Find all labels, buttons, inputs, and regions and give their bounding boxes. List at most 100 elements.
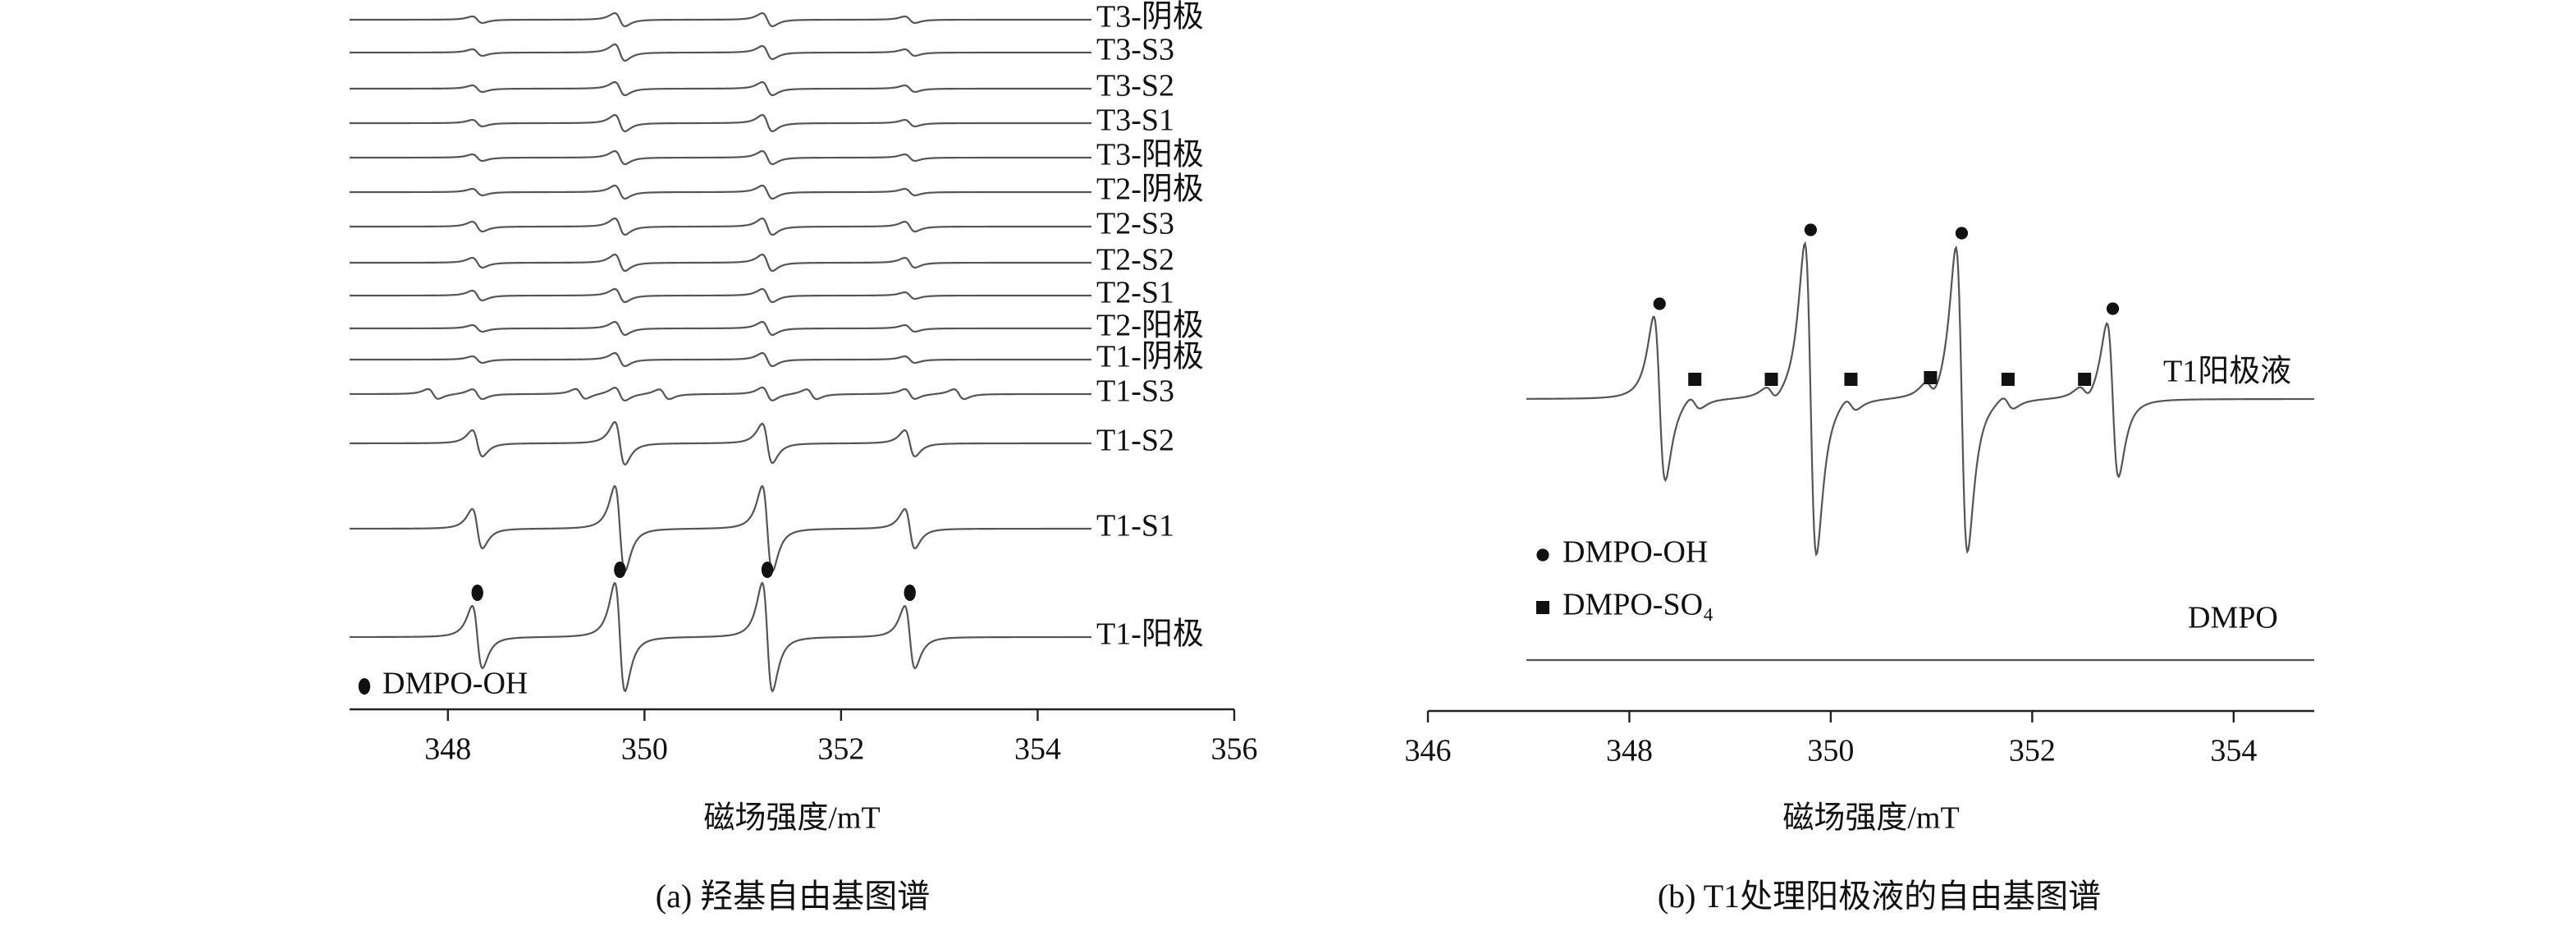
peak bbox=[789, 388, 861, 401]
legend-marker bbox=[358, 678, 371, 695]
peak bbox=[548, 320, 694, 337]
peak bbox=[693, 113, 839, 133]
x-tick-label: 346 bbox=[1405, 734, 1452, 768]
peak bbox=[350, 507, 549, 550]
peak-marker bbox=[1955, 227, 1969, 240]
series-label: T1-S3 bbox=[1096, 374, 1174, 409]
peak-marker bbox=[471, 585, 483, 601]
peak bbox=[528, 388, 601, 400]
peak bbox=[860, 388, 935, 400]
peak-marker bbox=[761, 562, 774, 578]
peak bbox=[548, 11, 694, 28]
x-tick-label: 350 bbox=[1807, 734, 1854, 768]
peak bbox=[600, 387, 643, 402]
peak bbox=[693, 80, 839, 97]
peak bbox=[934, 388, 1091, 401]
peak bbox=[548, 217, 694, 236]
peak bbox=[2046, 364, 2100, 401]
peak bbox=[548, 581, 694, 693]
peak bbox=[350, 429, 549, 458]
peak bbox=[548, 420, 694, 466]
caption: (b) T1处理阳极液的自由基图谱 bbox=[1658, 878, 2101, 915]
series-label: T3-S1 bbox=[1096, 103, 1174, 138]
peak-marker bbox=[2001, 373, 2015, 386]
peak bbox=[1676, 397, 1734, 424]
peak bbox=[693, 351, 839, 368]
peak bbox=[350, 15, 549, 25]
peak bbox=[350, 388, 455, 400]
peak bbox=[455, 388, 529, 401]
series-label: T3-S3 bbox=[1096, 33, 1174, 67]
peak bbox=[350, 289, 549, 302]
peak bbox=[693, 320, 839, 337]
legend-marker bbox=[1536, 548, 1549, 562]
x-tick-label: 348 bbox=[424, 732, 471, 767]
series-label: T1-S1 bbox=[1096, 509, 1174, 543]
peak bbox=[350, 187, 549, 197]
peak bbox=[693, 287, 839, 304]
series-label: T1-阳极 bbox=[1096, 617, 1204, 652]
legend-label: DMPO-SO₄ bbox=[1563, 588, 1714, 622]
legend-marker bbox=[1536, 601, 1549, 614]
peak bbox=[838, 355, 1091, 365]
peak bbox=[350, 256, 549, 269]
peak bbox=[838, 256, 1091, 269]
x-tick-label: 348 bbox=[1606, 734, 1653, 768]
peak bbox=[838, 507, 1091, 550]
x-tick-label: 354 bbox=[2210, 734, 2257, 768]
peak bbox=[548, 43, 694, 62]
series-label: T2-S2 bbox=[1096, 243, 1174, 277]
peak-marker bbox=[1844, 373, 1858, 386]
series-label: T2-阳极 bbox=[1096, 309, 1204, 343]
peak bbox=[838, 429, 1091, 458]
caption: (a) 羟基自由基图谱 bbox=[656, 878, 930, 915]
peak-marker bbox=[2106, 302, 2120, 315]
peak bbox=[693, 422, 839, 465]
peak bbox=[548, 484, 694, 573]
legend-label: DMPO-OH bbox=[382, 667, 528, 701]
peak bbox=[693, 581, 839, 693]
peak bbox=[693, 44, 839, 61]
peak bbox=[1732, 360, 1792, 400]
x-tick-label: 352 bbox=[817, 732, 864, 767]
peak bbox=[838, 153, 1091, 163]
peak bbox=[838, 118, 1091, 128]
x-tick-label: 352 bbox=[2009, 734, 2056, 768]
peak bbox=[350, 355, 549, 365]
peak bbox=[693, 149, 839, 166]
series-label: T2-阴极 bbox=[1096, 172, 1204, 207]
peak-marker bbox=[904, 585, 916, 601]
peak bbox=[693, 217, 839, 236]
peak bbox=[838, 220, 1091, 233]
peak bbox=[838, 604, 1091, 670]
peak-marker bbox=[614, 562, 626, 578]
peak bbox=[548, 149, 694, 166]
peak bbox=[838, 48, 1091, 57]
peak bbox=[838, 15, 1091, 25]
peak bbox=[350, 323, 549, 333]
series-label: T1阳极液 bbox=[2163, 355, 2291, 389]
series-label: T2-S3 bbox=[1096, 207, 1174, 241]
peak bbox=[693, 184, 839, 200]
x-axis-label: 磁场强度/mT bbox=[1782, 801, 1959, 836]
peak bbox=[548, 253, 694, 273]
peak bbox=[2098, 322, 2314, 479]
legend-label: DMPO-OH bbox=[1563, 535, 1708, 570]
series-label: T1-阴极 bbox=[1096, 340, 1204, 374]
peak bbox=[838, 84, 1091, 94]
peak bbox=[1829, 397, 1892, 436]
peak bbox=[1790, 241, 1832, 557]
peak bbox=[693, 11, 839, 28]
peak-marker bbox=[1764, 373, 1778, 386]
peak bbox=[350, 604, 549, 670]
x-tick-label: 350 bbox=[621, 732, 668, 767]
x-axis-label: 磁场强度/mT bbox=[703, 801, 880, 836]
peak bbox=[1890, 339, 1947, 400]
peak bbox=[716, 386, 790, 401]
peak bbox=[693, 484, 839, 573]
peak bbox=[350, 153, 549, 163]
peak bbox=[548, 287, 694, 304]
peak bbox=[642, 388, 716, 401]
peak-marker bbox=[2078, 373, 2092, 386]
